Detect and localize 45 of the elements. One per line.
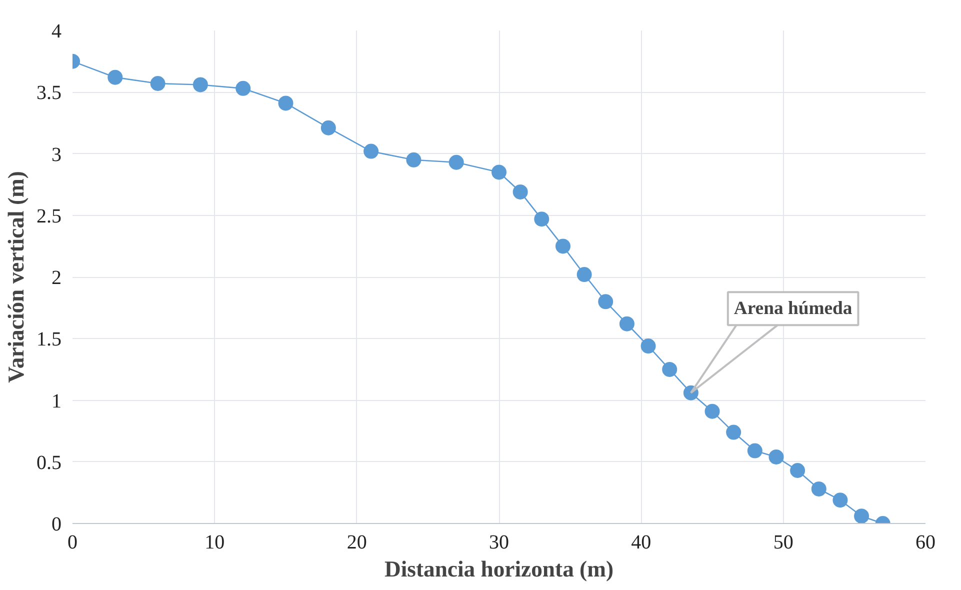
point: [364, 144, 379, 159]
y-tick-label: 0: [52, 514, 62, 536]
point: [108, 70, 123, 85]
point: [406, 152, 422, 168]
point: [534, 212, 550, 227]
point: [790, 463, 806, 478]
y-tick-label: 3.5: [36, 82, 62, 104]
point: [492, 164, 506, 180]
annotation: Arena húmeda: [734, 298, 853, 320]
y-tick-label: 0.5: [36, 452, 62, 474]
y-axis-title: Variación vertical (m): [4, 171, 28, 383]
x-tick-label: 50: [773, 532, 794, 554]
point: [832, 492, 848, 508]
point: [278, 96, 294, 111]
point: [640, 338, 656, 354]
y-tick-label: 2: [52, 267, 62, 289]
point: [768, 449, 784, 464]
point: [704, 404, 720, 419]
point: [576, 267, 592, 282]
point: [150, 76, 166, 91]
point: [726, 424, 742, 440]
y-tick-label: 2.5: [36, 205, 62, 228]
x-tick-label: 30: [489, 532, 509, 554]
point: [192, 77, 208, 92]
point: [854, 508, 870, 524]
point: [811, 482, 826, 496]
point: [598, 294, 614, 310]
y-tick-label: 1.5: [36, 328, 62, 351]
x-tick-label: 10: [204, 532, 225, 554]
point: [662, 362, 678, 377]
point: [512, 184, 528, 200]
x-tick-label: 20: [346, 532, 367, 554]
point: [555, 238, 570, 254]
point: [448, 154, 464, 170]
point: [619, 316, 634, 332]
y-tick-label: 4: [52, 20, 62, 42]
x-tick-label: 40: [631, 532, 652, 554]
point: [320, 120, 336, 136]
point: [236, 80, 251, 96]
point: [747, 443, 762, 458]
x-axis-title: Distancia horizonta (m): [384, 556, 614, 582]
x-tick-label: 0: [68, 532, 78, 554]
y-tick-label: 3: [52, 144, 62, 166]
x-tick-label: 60: [916, 532, 936, 554]
y-tick-label: 1: [52, 390, 62, 412]
